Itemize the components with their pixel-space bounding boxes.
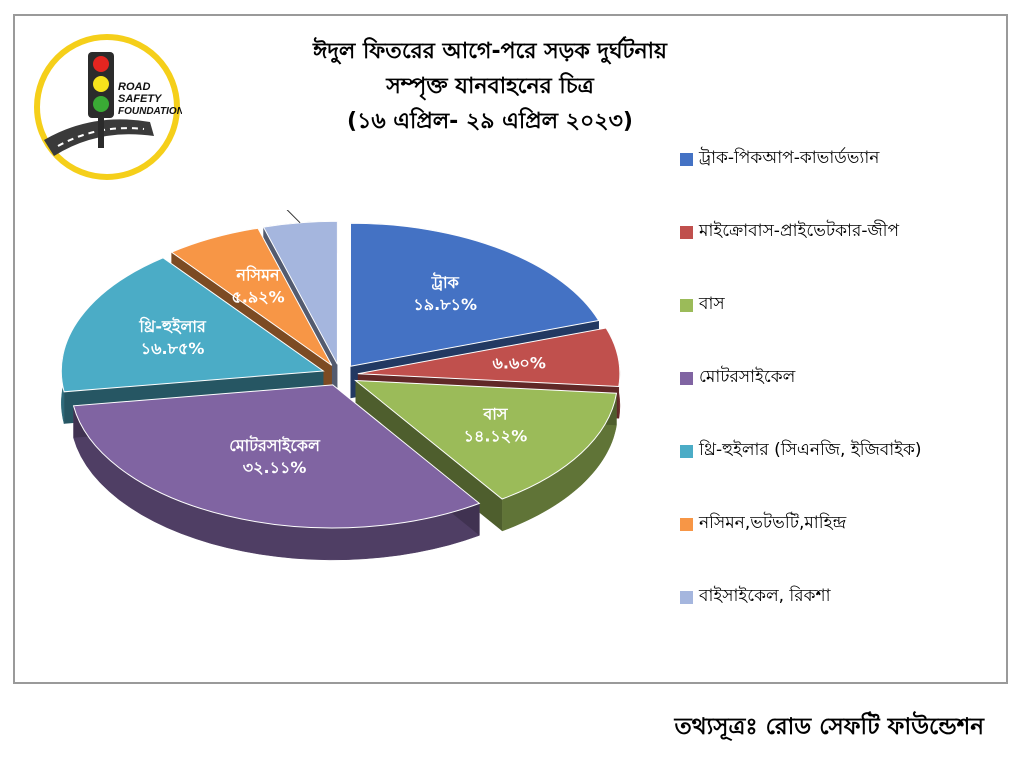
legend-item: ট্রাক-পিকআপ-কাভার্ডভ্যান <box>680 142 879 176</box>
pie-slice <box>72 384 481 529</box>
pie-slice <box>60 257 325 393</box>
legend-label: মাইক্রোবাস-প্রাইভেটকার-জীপ <box>699 221 900 241</box>
pie-slice <box>357 327 621 388</box>
logo-text-line-2: SAFETY <box>118 93 163 105</box>
legend-swatch <box>680 444 693 458</box>
legend-item: নসিমন,ভটভটি,মাহিন্দ্র <box>680 507 846 541</box>
legend-swatch <box>680 517 693 531</box>
traffic-light-icon <box>88 52 114 148</box>
pie-chart-svg: ট্রাক ১৯.৮১% ৬.৬০% বাস ১৪.১২% মোটরসাইকেল ৩২.১১… <box>60 188 621 561</box>
data-label: ১৬.৮৫% <box>141 339 205 358</box>
road-safety-foundation-logo: ROAD SAFETY FOUNDATION <box>32 32 185 182</box>
data-label: ১৯.৮১% <box>413 295 477 314</box>
legend-label: বাইসাইকেল, রিকশা <box>699 586 831 606</box>
data-label: ৫.৯২% <box>231 287 284 306</box>
legend-swatch <box>680 298 693 312</box>
legend-label: ট্রাক-পিকআপ-কাভার্ডভ্যান <box>699 148 880 168</box>
logo-text-line-1: ROAD <box>118 81 150 93</box>
data-label: ৬.৬০% <box>493 353 546 372</box>
logo-text-line-3: FOUNDATION <box>118 106 182 117</box>
slice-name-label: ট্রাক <box>431 272 460 292</box>
legend-swatch <box>680 371 693 385</box>
legend-label: থ্রি-হুইলার (সিএনজি, ইজিবাইক) <box>699 440 922 460</box>
slice-name-label: থ্রি-হুইলার <box>138 316 207 336</box>
source-note: তথ্যসূত্রঃ রোড সেফটি ফাউন্ডেশন <box>674 714 984 740</box>
data-label: ১৪.১২% <box>464 427 528 446</box>
legend-item: বাস <box>680 288 725 322</box>
chart-title-line-3: (১৬ এপ্রিল- ২৯ এপ্রিল ২০২৩) <box>347 109 633 134</box>
legend-item: বাইসাইকেল, রিকশা <box>680 580 831 614</box>
pie-slice <box>353 379 618 500</box>
legend-label: নসিমন,ভটভটি,মাহিন্দ্র <box>699 513 847 533</box>
pie-chart: ট্রাক ১৯.৮১% ৬.৬০% বাস ১৪.১২% মোটরসাইকেল ৩২.১১… <box>40 188 660 594</box>
data-label: ৩২.১১% <box>243 458 307 477</box>
legend-swatch <box>680 225 693 239</box>
legend-swatch <box>680 152 693 166</box>
legend-item: থ্রি-হুইলার (সিএনজি, ইজিবাইক) <box>680 434 922 468</box>
legend-label: বাস <box>699 294 725 314</box>
slice-name-label: নসিমন <box>235 264 281 284</box>
slice-name-label: মোটরসাইকেল <box>229 435 321 455</box>
chart-title-line-1: ঈদুল ফিতরের আগে-পরে সড়ক দুর্ঘটনায় <box>312 39 668 64</box>
pie-slice <box>170 227 333 366</box>
legend-label: মোটরসাইকেল <box>699 367 796 387</box>
chart-title-line-2: সম্পৃক্ত যানবাহনের চিত্র <box>386 74 594 99</box>
leader-line <box>281 204 301 224</box>
legend-item: মাইক্রোবাস-প্রাইভেটকার-জীপ <box>680 215 899 249</box>
slice-name-label: বাস <box>482 405 509 424</box>
chart-title: ঈদুল ফিতরের আগে-পরে সড়ক দুর্ঘটনায় সম্প… <box>200 34 780 139</box>
legend-swatch <box>680 590 693 604</box>
legend-item: মোটরসাইকেল <box>680 361 795 395</box>
pie-slice <box>349 222 600 367</box>
